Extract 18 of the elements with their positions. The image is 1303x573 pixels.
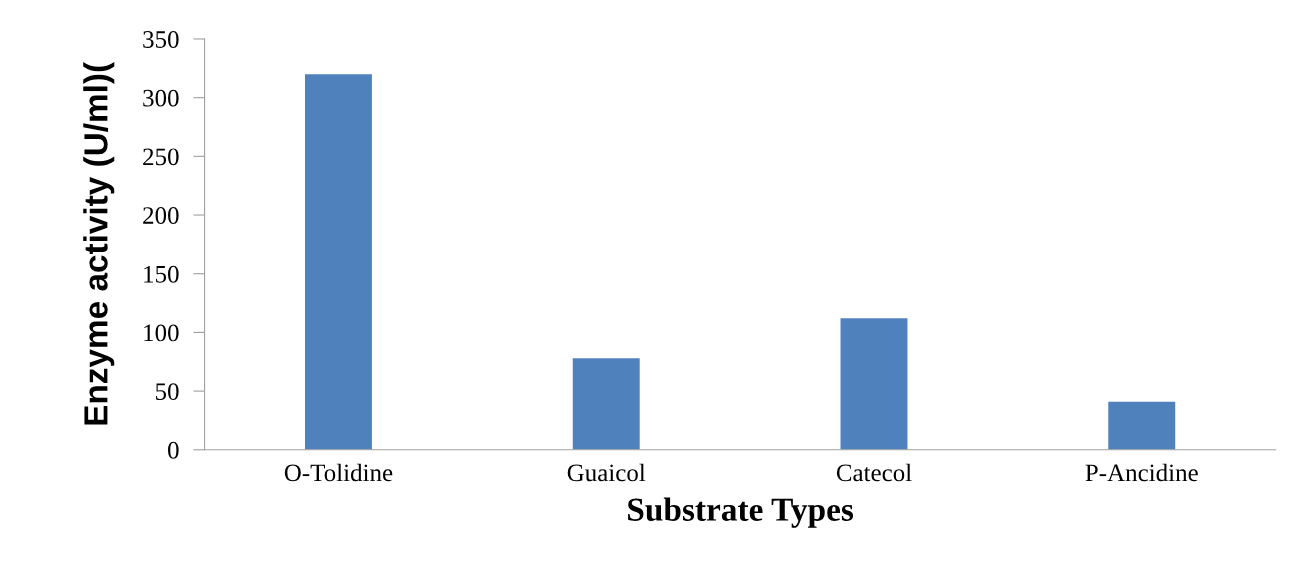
bar <box>572 358 640 450</box>
y-tick-label: 200 <box>143 207 179 224</box>
y-tick-label: 100 <box>144 324 179 342</box>
x-tick-label: Catecol <box>836 463 912 482</box>
y-tick-label: 250 <box>143 148 179 166</box>
x-tick-label: P-Ancidine <box>1085 463 1198 482</box>
y-tick-label: 300 <box>143 89 179 107</box>
y-tick-label: 50 <box>156 383 179 401</box>
y-tick-label: 350 <box>143 31 179 48</box>
bar <box>1108 401 1176 450</box>
x-axis-title: Substrate Types <box>628 497 854 528</box>
x-tick-label: Guaicol <box>567 463 646 482</box>
bar <box>304 74 372 450</box>
y-tick-label: 0 <box>168 441 179 459</box>
bar <box>840 318 908 450</box>
x-tick-label: O-Tolidine <box>284 463 393 482</box>
y-tick-label: 150 <box>144 265 179 283</box>
y-axis-title: Enzyme activity (U/ml)( <box>83 61 115 425</box>
